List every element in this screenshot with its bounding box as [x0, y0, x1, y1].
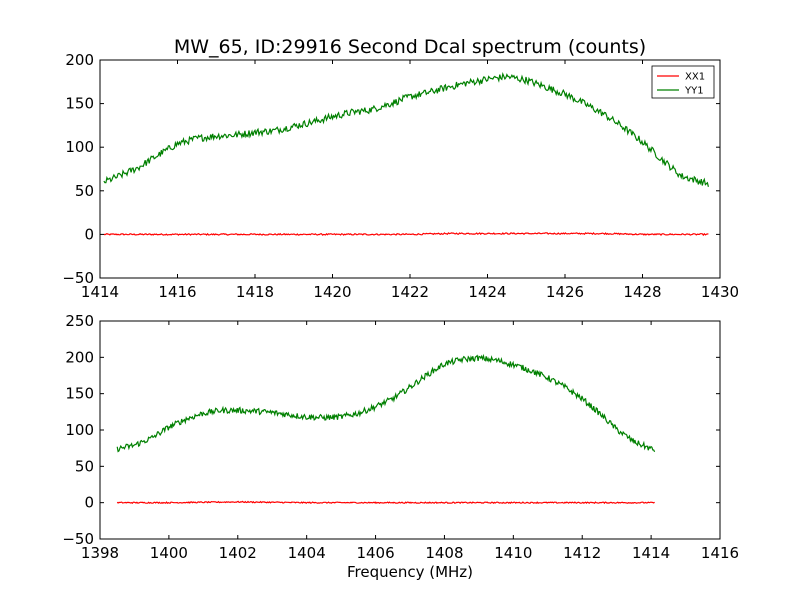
- x-tick-label: 1412: [563, 544, 601, 562]
- y-tick-label: 100: [65, 138, 94, 156]
- legend-box: [651, 65, 715, 99]
- x-tick-label: 1408: [425, 544, 463, 562]
- y-tick-label: 0: [84, 494, 94, 512]
- series-line-yy1: [116, 353, 656, 453]
- top-panel: 1414 1416 1418 1420 1422 1424 1426 1428 1430 −50 0…: [62, 51, 739, 301]
- y-tick-label: −50: [62, 530, 94, 548]
- series-line-xx1: [116, 500, 655, 505]
- x-tick-label: 1406: [356, 544, 394, 562]
- y-tick-label: 200: [65, 348, 94, 366]
- x-tick-label: 1422: [391, 283, 429, 301]
- y-tick-label: 200: [65, 51, 94, 69]
- legend-label-xx1: XX1: [685, 72, 705, 83]
- plot-area: [100, 60, 720, 278]
- x-tick-label: 1416: [701, 544, 739, 562]
- series-line-xx1: [103, 231, 709, 237]
- x-tick-label: 1428: [623, 283, 661, 301]
- y-tick-label: −50: [62, 269, 94, 287]
- x-tick-label: 1430: [701, 283, 739, 301]
- x-tick-label: 1398: [81, 544, 119, 562]
- x-tick-label: 1414: [632, 544, 670, 562]
- y-tick-label: 150: [65, 385, 94, 403]
- x-axis-label: Frequency (MHz): [347, 563, 473, 581]
- y-tick-label: 250: [65, 312, 94, 330]
- x-tick-label: 1426: [546, 283, 584, 301]
- plot-area: [100, 321, 720, 539]
- x-tick-label: 1402: [219, 544, 257, 562]
- x-tick-label: 1400: [150, 544, 188, 562]
- legend-label-yy1: YY1: [684, 86, 704, 97]
- x-tick-label: 1418: [236, 283, 274, 301]
- y-tick-label: 100: [65, 421, 94, 439]
- x-tick-label: 1414: [81, 283, 119, 301]
- x-tick-label: 1410: [494, 544, 532, 562]
- x-tick-label: 1404: [288, 544, 326, 562]
- y-tick-label: 0: [84, 225, 94, 243]
- series-line-yy1: [103, 71, 709, 187]
- x-tick-label: 1420: [313, 283, 351, 301]
- x-tick-label: 1416: [158, 283, 196, 301]
- y-tick-label: 150: [65, 95, 94, 113]
- y-tick-label: 50: [75, 182, 94, 200]
- x-tick-label: 1424: [468, 283, 506, 301]
- bottom-panel: 1398 1400 1402 1404 1406 1408 1410 1412 1414 1416…: [62, 312, 739, 562]
- chart-title: MW_65, ID:29916 Second Dcal spectrum (co…: [174, 36, 646, 58]
- y-tick-label: 50: [75, 457, 94, 475]
